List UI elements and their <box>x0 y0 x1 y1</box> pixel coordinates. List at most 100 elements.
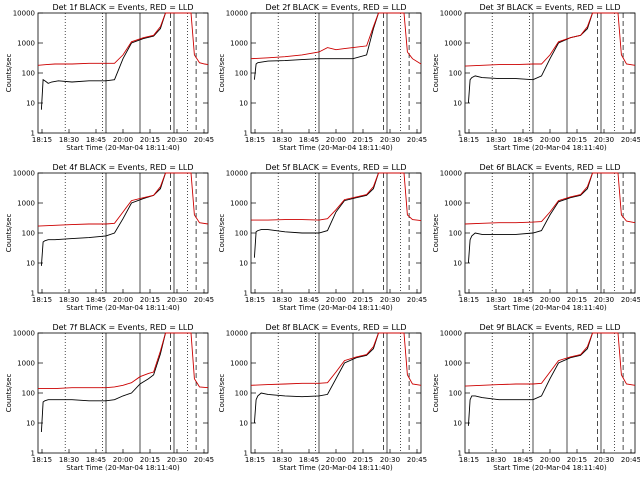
x-tick-label: 20:15 <box>353 456 373 464</box>
panel-det-6: Det 6f BLACK = Events, RED = LLD 1 10 100 10… <box>432 163 640 312</box>
plot-frame <box>37 12 209 134</box>
y-tick-label: 10000 <box>13 170 35 178</box>
x-axis-label: Start Time (20-Mar-04 18:11:40) <box>279 304 393 312</box>
y-tick-label: 10 <box>239 100 248 108</box>
plot-frame <box>250 12 422 134</box>
x-tick-label: 18:30 <box>486 296 506 304</box>
x-tick-label: 18:15 <box>32 136 52 144</box>
y-tick-label: 10 <box>453 420 462 428</box>
x-tick-label: 18:45 <box>513 456 533 464</box>
plot-frame <box>464 12 636 134</box>
y-tick-label: 1000 <box>17 40 35 48</box>
y-tick-label: 1 <box>458 290 462 298</box>
y-tick-label: 10 <box>239 420 248 428</box>
panel-title: Det 3f BLACK = Events, RED = LLD <box>479 3 620 12</box>
series-lld <box>464 332 636 387</box>
y-tick-label: 10 <box>453 260 462 268</box>
y-tick-label: 100 <box>235 230 248 238</box>
y-tick-label: 10 <box>26 260 35 268</box>
y-tick-label: 100 <box>449 390 462 398</box>
series-lld <box>250 12 422 65</box>
x-tick-label: 18:15 <box>32 456 52 464</box>
series-events <box>253 12 387 80</box>
x-tick-label: 20:30 <box>380 296 400 304</box>
panel-title: Det 6f BLACK = Events, RED = LLD <box>479 163 620 172</box>
x-tick-label: 20:15 <box>140 296 160 304</box>
x-tick-label: 20:00 <box>113 456 133 464</box>
y-tick-label: 100 <box>22 70 35 78</box>
y-tick-label: 1 <box>244 450 248 458</box>
x-tick-label: 20:30 <box>594 456 614 464</box>
plot-frame <box>250 172 422 294</box>
y-tick-label: 1000 <box>230 200 248 208</box>
x-tick-label: 20:45 <box>407 136 427 144</box>
y-tick-label: 10 <box>26 420 35 428</box>
x-axis-label: Start Time (20-Mar-04 18:11:40) <box>493 144 607 152</box>
y-axis-label: Counts/sec <box>5 214 13 253</box>
y-tick-label: 1 <box>458 130 462 138</box>
y-axis-label: Counts/sec <box>432 214 440 253</box>
x-axis-label: Start Time (20-Mar-04 18:11:40) <box>66 464 180 472</box>
x-tick-label: 20:30 <box>167 136 187 144</box>
x-tick-label: 20:15 <box>353 296 373 304</box>
y-tick-label: 100 <box>235 70 248 78</box>
y-tick-label: 10000 <box>440 170 462 178</box>
y-axis-label: Counts/sec <box>432 54 440 93</box>
x-tick-label: 20:30 <box>594 136 614 144</box>
panel-det-8: Det 8f BLACK = Events, RED = LLD 1 10 100 10… <box>218 323 427 472</box>
x-axis-label: Start Time (20-Mar-04 18:11:40) <box>66 144 180 152</box>
y-tick-label: 1 <box>31 450 35 458</box>
series-lld <box>251 172 422 222</box>
x-tick-label: 18:15 <box>459 456 479 464</box>
y-tick-label: 1000 <box>230 360 248 368</box>
plot-frame <box>250 332 422 454</box>
y-tick-label: 1000 <box>444 200 462 208</box>
x-tick-label: 20:30 <box>594 296 614 304</box>
x-tick-label: 18:30 <box>272 136 292 144</box>
x-tick-label: 18:45 <box>299 136 319 144</box>
x-tick-label: 20:45 <box>194 456 214 464</box>
x-axis-label: Start Time (20-Mar-04 18:11:40) <box>279 144 393 152</box>
y-tick-label: 1 <box>31 130 35 138</box>
x-tick-label: 18:15 <box>245 296 265 304</box>
series-events <box>467 12 601 104</box>
y-tick-label: 100 <box>22 390 35 398</box>
x-tick-label: 18:45 <box>299 296 319 304</box>
x-tick-label: 20:00 <box>326 456 346 464</box>
series-events <box>467 332 601 426</box>
x-tick-label: 20:45 <box>621 296 640 304</box>
x-axis-label: Start Time (20-Mar-04 18:11:40) <box>66 304 180 312</box>
y-tick-label: 10 <box>239 260 248 268</box>
plot-frame <box>464 172 636 294</box>
x-tick-label: 18:15 <box>245 456 265 464</box>
x-tick-label: 18:30 <box>59 456 79 464</box>
plot-frame <box>37 332 209 454</box>
y-tick-label: 100 <box>449 70 462 78</box>
y-tick-label: 1 <box>244 130 248 138</box>
y-tick-label: 10000 <box>226 170 248 178</box>
x-tick-label: 20:00 <box>113 136 133 144</box>
panel-title: Det 5f BLACK = Events, RED = LLD <box>265 163 406 172</box>
panel-title: Det 2f BLACK = Events, RED = LLD <box>265 3 406 12</box>
x-tick-label: 18:30 <box>486 456 506 464</box>
y-axis-label: Counts/sec <box>218 54 226 93</box>
x-tick-label: 18:45 <box>299 456 319 464</box>
x-tick-label: 18:45 <box>513 136 533 144</box>
panel-det-4: Det 4f BLACK = Events, RED = LLD 1 10 100 10… <box>5 163 214 312</box>
panel-det-1: Det 1f BLACK = Events, RED = LLD 1 10 100 10… <box>5 3 214 152</box>
y-tick-label: 1000 <box>444 40 462 48</box>
panel-det-3: Det 3f BLACK = Events, RED = LLD 1 10 100 10… <box>432 3 640 152</box>
x-tick-label: 18:15 <box>245 136 265 144</box>
plot-frame <box>37 172 209 294</box>
x-tick-label: 18:45 <box>86 456 106 464</box>
y-tick-label: 1000 <box>17 200 35 208</box>
x-tick-label: 20:15 <box>353 136 373 144</box>
y-axis-label: Counts/sec <box>5 54 13 93</box>
x-tick-label: 18:30 <box>272 456 292 464</box>
x-tick-label: 20:00 <box>326 296 346 304</box>
series-events <box>40 172 174 266</box>
panel-title: Det 1f BLACK = Events, RED = LLD <box>52 3 193 12</box>
x-tick-label: 20:45 <box>407 296 427 304</box>
